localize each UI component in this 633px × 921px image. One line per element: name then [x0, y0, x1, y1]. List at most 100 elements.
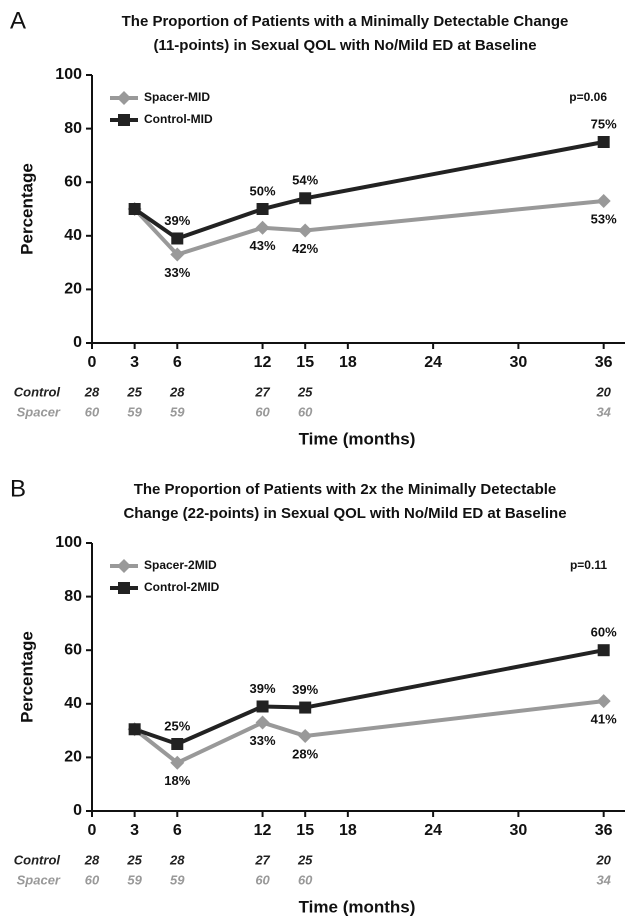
data-label: 75%	[591, 116, 617, 131]
chart-title: (11-points) in Sexual QOL with No/Mild E…	[153, 37, 536, 54]
legend-marker	[117, 559, 131, 573]
risk-count: 28	[84, 852, 100, 867]
point	[255, 715, 270, 730]
risk-count: 60	[255, 404, 270, 419]
y-tick-label: 60	[64, 641, 82, 658]
legend-label: Spacer-MID	[144, 90, 210, 104]
legend-label: Spacer-2MID	[144, 558, 217, 572]
chart-title: The Proportion of Patients with 2x the M…	[134, 481, 557, 498]
risk-count: 25	[297, 384, 313, 399]
risk-count: 60	[298, 404, 313, 419]
risk-count: 27	[254, 384, 270, 399]
x-tick-label: 30	[510, 822, 528, 839]
risk-count: 28	[169, 384, 185, 399]
y-tick-label: 20	[64, 281, 82, 298]
legend-label: Control-2MID	[144, 580, 220, 594]
risk-row-label: Control	[14, 852, 61, 867]
x-tick-label: 6	[173, 822, 182, 839]
risk-count: 34	[596, 872, 611, 887]
point	[256, 203, 269, 215]
risk-count: 34	[596, 404, 611, 419]
x-tick-label: 12	[254, 354, 272, 371]
risk-count: 59	[127, 872, 142, 887]
x-tick-label: 18	[339, 822, 357, 839]
chart-title: Change (22-points) in Sexual QOL with No…	[123, 505, 566, 522]
x-tick-label: 3	[130, 822, 139, 839]
data-label: 33%	[250, 733, 276, 748]
data-label: 39%	[164, 213, 190, 228]
x-tick-label: 15	[296, 354, 314, 371]
risk-count: 25	[126, 384, 142, 399]
risk-row-label: Spacer	[17, 872, 61, 887]
point	[596, 694, 611, 709]
data-label: 60%	[591, 625, 617, 640]
y-axis-label: Percentage	[17, 631, 36, 723]
legend-marker	[118, 582, 130, 594]
data-label: 33%	[164, 265, 190, 280]
x-tick-label: 6	[173, 354, 182, 371]
panel-label: A	[10, 7, 26, 34]
risk-row-label: Control	[14, 384, 61, 399]
x-tick-label: 0	[88, 354, 97, 371]
x-tick-label: 24	[424, 354, 442, 371]
x-tick-label: 18	[339, 354, 357, 371]
annotation: p=0.11	[570, 558, 607, 572]
point	[298, 728, 313, 743]
risk-count: 60	[85, 872, 100, 887]
y-tick-label: 60	[64, 173, 82, 190]
point	[299, 192, 312, 205]
x-tick-label: 15	[296, 822, 314, 839]
y-tick-label: 0	[73, 802, 82, 819]
legend-marker	[117, 91, 131, 105]
x-axis-label: Time (months)	[299, 897, 416, 916]
point	[171, 232, 184, 245]
point	[170, 755, 185, 770]
x-tick-label: 36	[595, 822, 613, 839]
risk-count: 28	[169, 852, 185, 867]
panel-label: B	[10, 475, 26, 502]
data-label: 39%	[292, 682, 318, 697]
y-axis-label: Percentage	[17, 163, 36, 255]
data-label: 41%	[591, 712, 617, 727]
y-tick-label: 80	[64, 120, 82, 137]
point	[256, 700, 269, 713]
data-label: 50%	[250, 183, 276, 198]
y-tick-label: 20	[64, 749, 82, 766]
data-label: 43%	[250, 238, 276, 253]
point	[298, 223, 313, 238]
data-label: 54%	[292, 173, 318, 188]
data-label: 53%	[591, 211, 617, 226]
y-tick-label: 40	[64, 695, 82, 712]
y-tick-label: 100	[55, 66, 82, 83]
legend-marker	[118, 114, 130, 126]
point	[128, 203, 141, 215]
point	[596, 193, 611, 208]
chart-title: The Proportion of Patients with a Minima…	[122, 13, 569, 30]
risk-count: 20	[595, 384, 611, 399]
point	[170, 247, 185, 262]
risk-count: 25	[126, 852, 142, 867]
x-tick-label: 36	[595, 354, 613, 371]
risk-count: 28	[84, 384, 100, 399]
annotation: p=0.06	[569, 90, 607, 104]
risk-count: 25	[297, 852, 313, 867]
y-tick-label: 40	[64, 227, 82, 244]
point	[597, 136, 610, 148]
risk-count: 59	[127, 404, 142, 419]
point	[128, 723, 141, 736]
y-tick-label: 100	[55, 534, 82, 551]
point	[597, 644, 610, 657]
x-tick-label: 24	[424, 822, 442, 839]
risk-count: 59	[170, 872, 185, 887]
risk-count: 60	[85, 404, 100, 419]
risk-count: 59	[170, 404, 185, 419]
risk-count: 20	[595, 852, 611, 867]
x-tick-label: 12	[254, 822, 272, 839]
point	[299, 701, 312, 714]
risk-count: 27	[254, 852, 270, 867]
risk-row-label: Spacer	[17, 404, 61, 419]
x-tick-label: 0	[88, 822, 97, 839]
data-label: 39%	[250, 681, 276, 696]
data-label: 18%	[164, 773, 190, 788]
